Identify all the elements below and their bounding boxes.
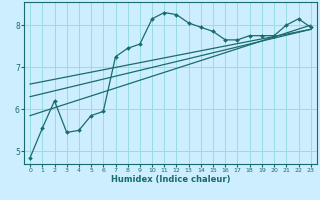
X-axis label: Humidex (Indice chaleur): Humidex (Indice chaleur) [111, 175, 230, 184]
